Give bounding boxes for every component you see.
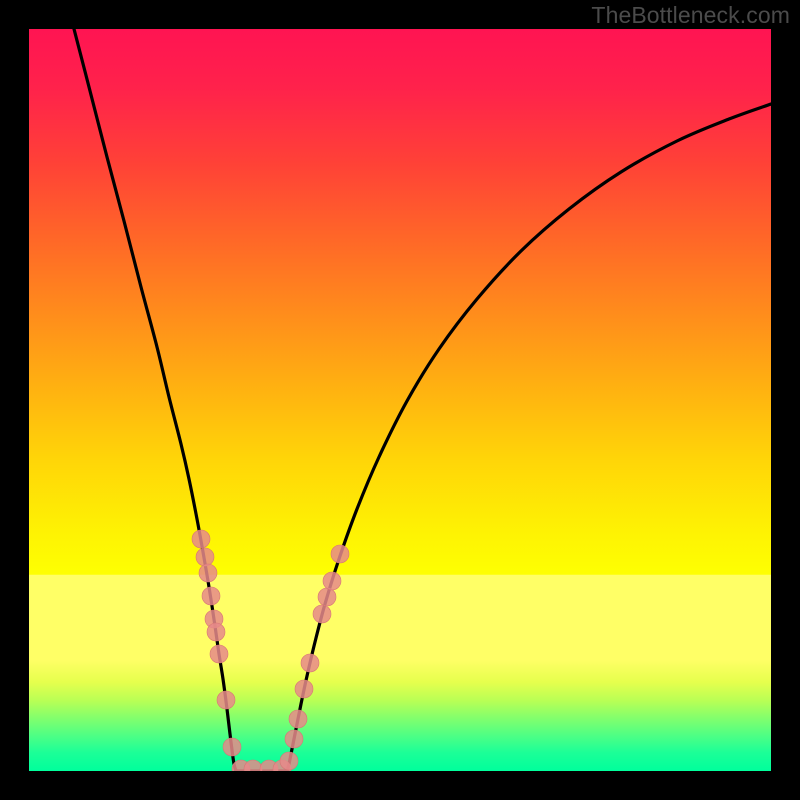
curve-marker (207, 623, 225, 641)
curve-marker (285, 730, 303, 748)
curve-marker (244, 760, 262, 771)
marker-group (192, 530, 349, 771)
chart-stage: TheBottleneck.com (0, 0, 800, 800)
curve-marker (192, 530, 210, 548)
curve-marker (301, 654, 319, 672)
plot-area (29, 29, 771, 771)
curve-marker (289, 710, 307, 728)
curve-marker (280, 752, 298, 770)
watermark-text: TheBottleneck.com (591, 2, 790, 29)
curve-marker (323, 572, 341, 590)
curve-marker (210, 645, 228, 663)
curve-marker (217, 691, 235, 709)
curve-marker (295, 680, 313, 698)
curve-marker (313, 605, 331, 623)
curve-marker (331, 545, 349, 563)
curve-marker (196, 548, 214, 566)
curve-marker (202, 587, 220, 605)
bottleneck-curve (29, 29, 771, 771)
curve-marker (318, 588, 336, 606)
curve-marker (223, 738, 241, 756)
curve-marker (199, 564, 217, 582)
curve-path (74, 29, 771, 771)
